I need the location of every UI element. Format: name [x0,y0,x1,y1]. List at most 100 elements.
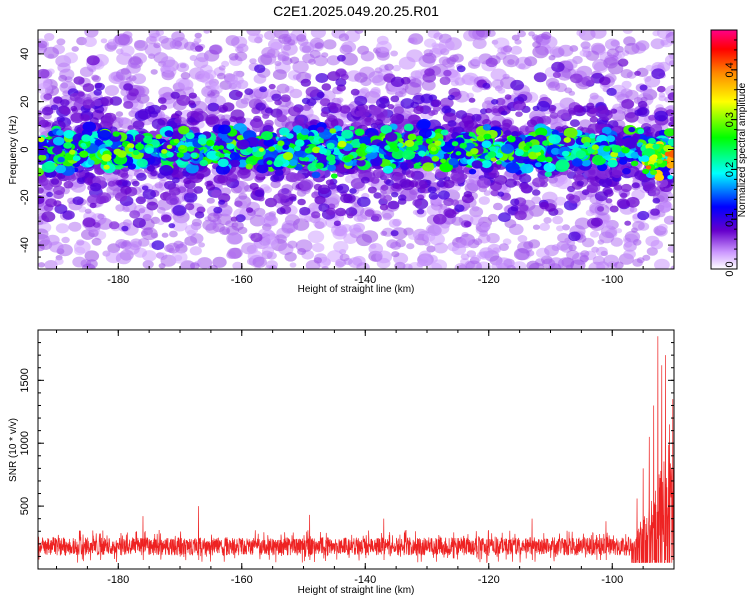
spectrogram-blob [387,200,400,210]
spectrogram-blob [532,224,540,230]
spectrogram-blob [532,189,541,196]
spectrogram-blob [171,219,188,232]
spectrogram-blob [146,165,156,172]
spectrogram-blob [105,140,113,147]
spectrogram-blob [408,37,418,44]
spectrogram-blob [311,211,321,219]
spectrogram-blob [174,117,182,124]
spectrogram-blob [588,169,596,176]
spectrogram-blob [626,197,640,208]
spectrogram-blob [411,145,419,151]
spectrogram-blob [390,76,405,88]
spectrogram-blob [531,144,542,153]
spectrogram-x-ticks: -180 -160 -140 -120 -100 [56,30,675,286]
spectrogram-blob [391,191,399,198]
tick-label: 0.2 [724,162,736,177]
spectrogram-blob [292,74,301,80]
spectrogram-blob [399,178,412,188]
spectrogram-blob [219,226,231,235]
spectrogram-blob [203,88,211,95]
spectrogram-blob [352,255,366,267]
spectrogram-blob [244,88,254,95]
spectrogram-blob [370,87,381,95]
spectrogram-blob [245,163,253,170]
spectrogram-blob [433,222,450,235]
spectrogram-blob [100,38,108,44]
spectrogram-blob [206,150,219,160]
spectrogram-blob [104,112,117,123]
spectrogram-blob [316,91,325,98]
spectrogram-blob [38,196,45,205]
spectrogram-blob [312,204,319,210]
spectrogram-blob [100,96,114,107]
spectrogram-blob [292,125,303,133]
spectrogram-blob [199,72,214,84]
spectrogram-blob [164,244,174,253]
spectrogram-blob [586,102,595,110]
spectrogram-blob [80,142,87,148]
spectrogram-blob [53,96,63,104]
spectrogram-blob [353,222,365,233]
spectrogram-blob [160,56,176,68]
spectrogram-blob [452,53,464,63]
spectrogram-blob [213,206,223,214]
spectrogram-blob [510,79,524,91]
spectrogram-blob [598,109,613,121]
spectrogram-blob [196,173,205,180]
spectrogram-blob [282,152,294,160]
spectrogram-blob [471,56,483,66]
spectrogram-blob [568,90,576,96]
spectrogram-blob [504,94,512,100]
spectrogram-blob [294,150,304,158]
spectrogram-blob [490,68,507,81]
spectrogram-blob [497,87,506,94]
spectrogram-blob [455,166,463,172]
spectrogram-blob [428,110,436,116]
spectrogram-blob [448,158,459,166]
spectrogram-blob [471,113,482,122]
spectrogram-blob [562,224,570,231]
spectrogram-blob [590,30,607,39]
spectrogram-blob [525,125,536,134]
spectrogram-blob [568,109,577,116]
spectrogram-blob [38,76,51,90]
spectrogram-blob [294,139,305,147]
spectrogram-blob [204,95,217,105]
spectrogram-blob [202,219,217,231]
spectrogram-blob [661,39,669,46]
spectrogram-blob [103,164,110,170]
spectrogram-blob [112,131,120,137]
spectrogram-blob [535,162,542,168]
spectrogram-blob [215,164,230,175]
spectrogram-blob [440,158,447,164]
spectrogram-blob [263,215,279,227]
spectrogram-blob [235,98,249,109]
spectrogram-blob [189,246,202,256]
spectrogram-blob [432,105,441,112]
spectrogram-blob [382,165,394,174]
spectrogram-blob [235,71,242,77]
spectrogram-blob [274,169,284,176]
spectrogram-blob [482,124,492,131]
spectrogram-blob [93,89,102,96]
spectrogram-blob [330,173,338,179]
spectrogram-blob [539,222,550,231]
spectrogram-blob [477,136,484,141]
spectrogram-blob [198,242,206,248]
spectrogram-blob [524,56,538,67]
spectrogram-blob [667,245,674,253]
spectrogram-blob [136,172,147,181]
spectrogram-blob [158,97,167,104]
spectrogram-blob [643,148,656,157]
spectrogram-blob [84,177,94,185]
spectrogram-blob [468,132,475,137]
spectrogram-blob [217,174,229,184]
spectrogram-blob [91,237,102,246]
spectrogram-blob [667,138,674,147]
spectrogram-blob [38,154,47,161]
spectrogram-blob [513,248,530,261]
spectrogram-blob [372,75,386,86]
spectrogram-blob [460,253,470,261]
spectrogram-blob [551,130,559,136]
spectrogram-blob [101,160,108,166]
